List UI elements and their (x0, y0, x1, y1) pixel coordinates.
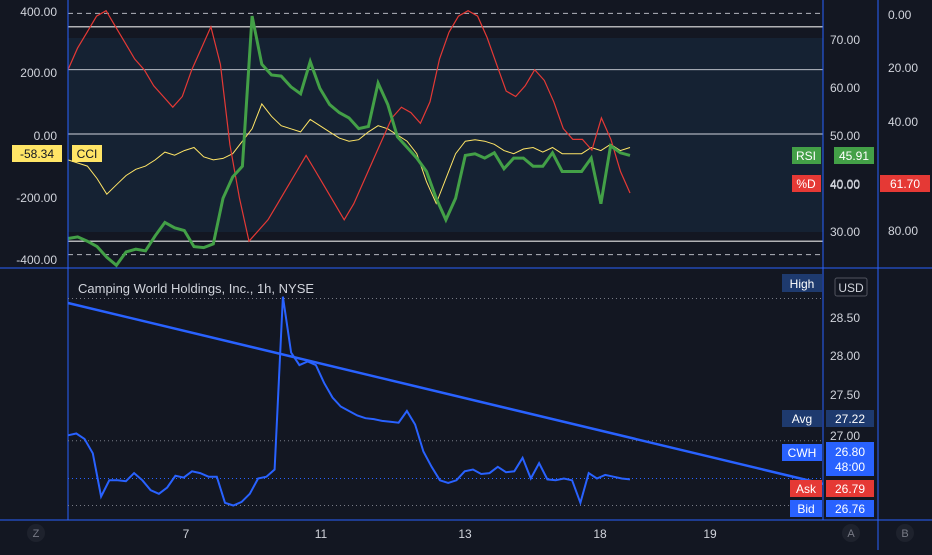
trend-line[interactable] (67, 301, 824, 486)
cwh-label: CWH (788, 446, 817, 460)
price-axis-tick: 27.50 (830, 388, 860, 402)
bid-label: Bid (797, 502, 814, 516)
currency-button[interactable]: USD (834, 277, 868, 297)
high-tag: High (782, 274, 822, 292)
d-axis-value: 40.00 (830, 178, 860, 192)
a-icon: A (847, 528, 855, 540)
time-axis-tick: 11 (315, 527, 328, 541)
middle-axis-tick: 70.00 (830, 33, 860, 47)
rsi-label: RSI (796, 149, 816, 163)
right-axis-tick: 20.00 (888, 61, 918, 75)
middle-axis-tick: 50.00 (830, 129, 860, 143)
cwh-price: 26.80 (835, 445, 865, 459)
d-tag: %D 61.70 40.00 (792, 175, 930, 192)
avg-price: 27.22 (835, 412, 865, 426)
left-axis-tick: -400.00 (16, 253, 57, 267)
time-axis-tick: 13 (458, 527, 472, 541)
rsi-tag: RSI 45.91 (792, 147, 874, 164)
cci-series-line (67, 102, 631, 205)
right-axis-tick: 0.00 (888, 8, 912, 22)
rsi-value: 45.91 (839, 149, 869, 163)
high-label: High (790, 277, 815, 291)
avg-label: Avg (792, 412, 812, 426)
time-axis-tick: 19 (703, 527, 717, 541)
d-series-line (67, 9, 631, 243)
chart-title: Camping World Holdings, Inc., 1h, NYSE (78, 281, 314, 296)
b-button[interactable]: B (896, 524, 914, 542)
d-value: 61.70 (890, 177, 920, 191)
time-axis-tick: 18 (593, 527, 607, 541)
price-axis-tick: 27.00 (830, 429, 860, 443)
bid-price: 26.76 (835, 502, 865, 516)
cwh-price-line (67, 296, 631, 507)
middle-axis-tick: 30.00 (830, 225, 860, 239)
left-axis-tick: -200.00 (16, 191, 57, 205)
middle-axis-tick: 40.00 (830, 177, 860, 191)
avg-tag: Avg 27.22 (782, 410, 874, 427)
left-axis-tick: 200.00 (20, 66, 57, 80)
cci-value: -58.34 (20, 147, 54, 161)
ask-price: 26.79 (835, 482, 865, 496)
auto-scale-button[interactable]: A (842, 524, 860, 542)
left-axis-tick: 0.00 (34, 129, 58, 143)
ask-label: Ask (796, 482, 817, 496)
timezone-button[interactable]: Z (27, 524, 45, 542)
currency-label: USD (838, 281, 864, 295)
left-axis-tick: 400.00 (20, 5, 57, 19)
z-icon: Z (33, 528, 40, 540)
cci-label: CCI (77, 147, 98, 161)
middle-axis-tick: 60.00 (830, 81, 860, 95)
price-axis-tick: 28.00 (830, 349, 860, 363)
right-axis-tick: 40.00 (888, 115, 918, 129)
right-axis-tick: 80.00 (888, 224, 918, 238)
rsi-series-line (67, 15, 631, 268)
cwh-tag: CWH 26.80 48:00 (782, 442, 874, 476)
d-label: %D (796, 177, 816, 191)
cwh-countdown: 48:00 (835, 460, 865, 474)
ask-tag: Ask 26.79 (790, 480, 874, 497)
b-icon: B (901, 528, 908, 540)
time-axis-tick: 7 (183, 527, 190, 541)
cci-tag: -58.34 CCI (12, 145, 102, 162)
bid-tag: Bid 26.76 (790, 500, 874, 517)
price-axis-tick: 28.50 (830, 311, 860, 325)
indicator-band-fill (68, 38, 823, 232)
